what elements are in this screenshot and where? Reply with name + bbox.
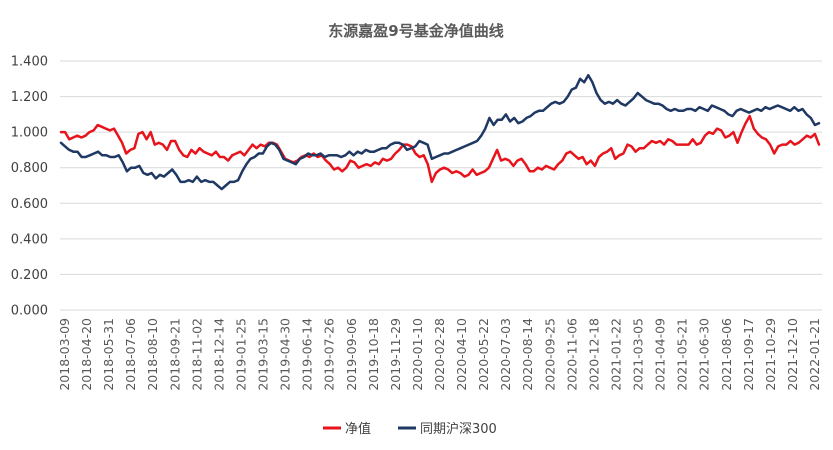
x-tick-label: 2018-07-06 xyxy=(123,318,138,391)
x-tick-label: 2020-01-10 xyxy=(410,318,425,391)
legend-label-net-value: 净值 xyxy=(345,421,371,437)
x-tick-label: 2021-05-21 xyxy=(675,318,690,391)
x-tick-label: 2019-06-14 xyxy=(300,318,315,391)
x-tick-label: 2021-12-10 xyxy=(785,318,800,391)
y-tick-label: 0.600 xyxy=(11,197,48,212)
x-tick-label: 2019-07-26 xyxy=(322,318,337,391)
series-lines xyxy=(59,73,821,191)
x-tick-label: 2021-01-22 xyxy=(608,318,623,391)
legend: 净值 同期沪深300 xyxy=(323,421,497,437)
y-tick-label: 0.200 xyxy=(11,268,48,283)
x-tick-label: 2021-04-09 xyxy=(653,318,668,391)
x-tick-label: 2018-11-02 xyxy=(189,318,204,391)
legend-label-csi300: 同期沪深300 xyxy=(420,421,497,437)
y-tick-label: 1.200 xyxy=(11,90,48,105)
x-tick-label: 2020-04-10 xyxy=(454,318,469,391)
gridlines xyxy=(60,60,822,311)
y-tick-label: 0.000 xyxy=(11,304,48,319)
x-tick-label: 2020-02-28 xyxy=(432,318,447,391)
x-tick-label: 2022-01-21 xyxy=(807,318,822,391)
x-tick-label: 2021-06-30 xyxy=(697,318,712,391)
y-tick-label: 1.000 xyxy=(11,126,48,141)
x-tick-label: 2019-10-18 xyxy=(366,318,381,391)
x-tick-label: 2020-09-25 xyxy=(542,318,557,391)
x-tick-label: 2020-12-18 xyxy=(586,318,601,391)
series-line-net-value xyxy=(59,114,821,184)
series-line-csi300 xyxy=(59,73,821,191)
x-tick-label: 2020-08-14 xyxy=(520,318,535,391)
x-tick-label: 2018-08-10 xyxy=(145,318,160,391)
y-tick-label: 0.800 xyxy=(11,161,48,176)
y-axis-ticks: 0.000 0.200 0.400 0.600 0.800 1.000 1.200 1.400 xyxy=(11,55,48,319)
x-tick-label: 2020-07-03 xyxy=(498,318,513,391)
x-axis-ticks: 2018-03-09 2018-04-20 2018-05-31 2018-07-06… xyxy=(57,318,822,391)
x-tick-label: 2020-05-22 xyxy=(476,318,491,391)
x-tick-label: 2021-03-05 xyxy=(631,318,646,391)
x-tick-label: 2018-12-14 xyxy=(211,318,226,391)
x-tick-label: 2019-04-30 xyxy=(278,318,293,391)
x-tick-label: 2018-03-09 xyxy=(57,318,72,391)
x-tick-label: 2021-10-29 xyxy=(763,318,778,391)
y-tick-label: 0.400 xyxy=(11,232,48,247)
x-tick-label: 2021-08-06 xyxy=(719,318,734,391)
x-tick-label: 2019-11-29 xyxy=(388,318,403,391)
x-tick-label: 2019-03-15 xyxy=(256,318,271,391)
x-tick-label: 2021-09-17 xyxy=(741,318,756,391)
x-tick-label: 2018-04-20 xyxy=(79,318,94,391)
x-tick-label: 2019-01-25 xyxy=(233,318,248,391)
x-tick-label: 2019-09-06 xyxy=(344,318,359,391)
x-tick-label: 2018-05-31 xyxy=(101,318,116,391)
x-tick-label: 2018-09-21 xyxy=(167,318,182,391)
x-tick-label: 2020-11-06 xyxy=(564,318,579,391)
y-tick-label: 1.400 xyxy=(11,55,48,70)
chart-title: 东源嘉盈9号基金净值曲线 xyxy=(328,22,503,40)
